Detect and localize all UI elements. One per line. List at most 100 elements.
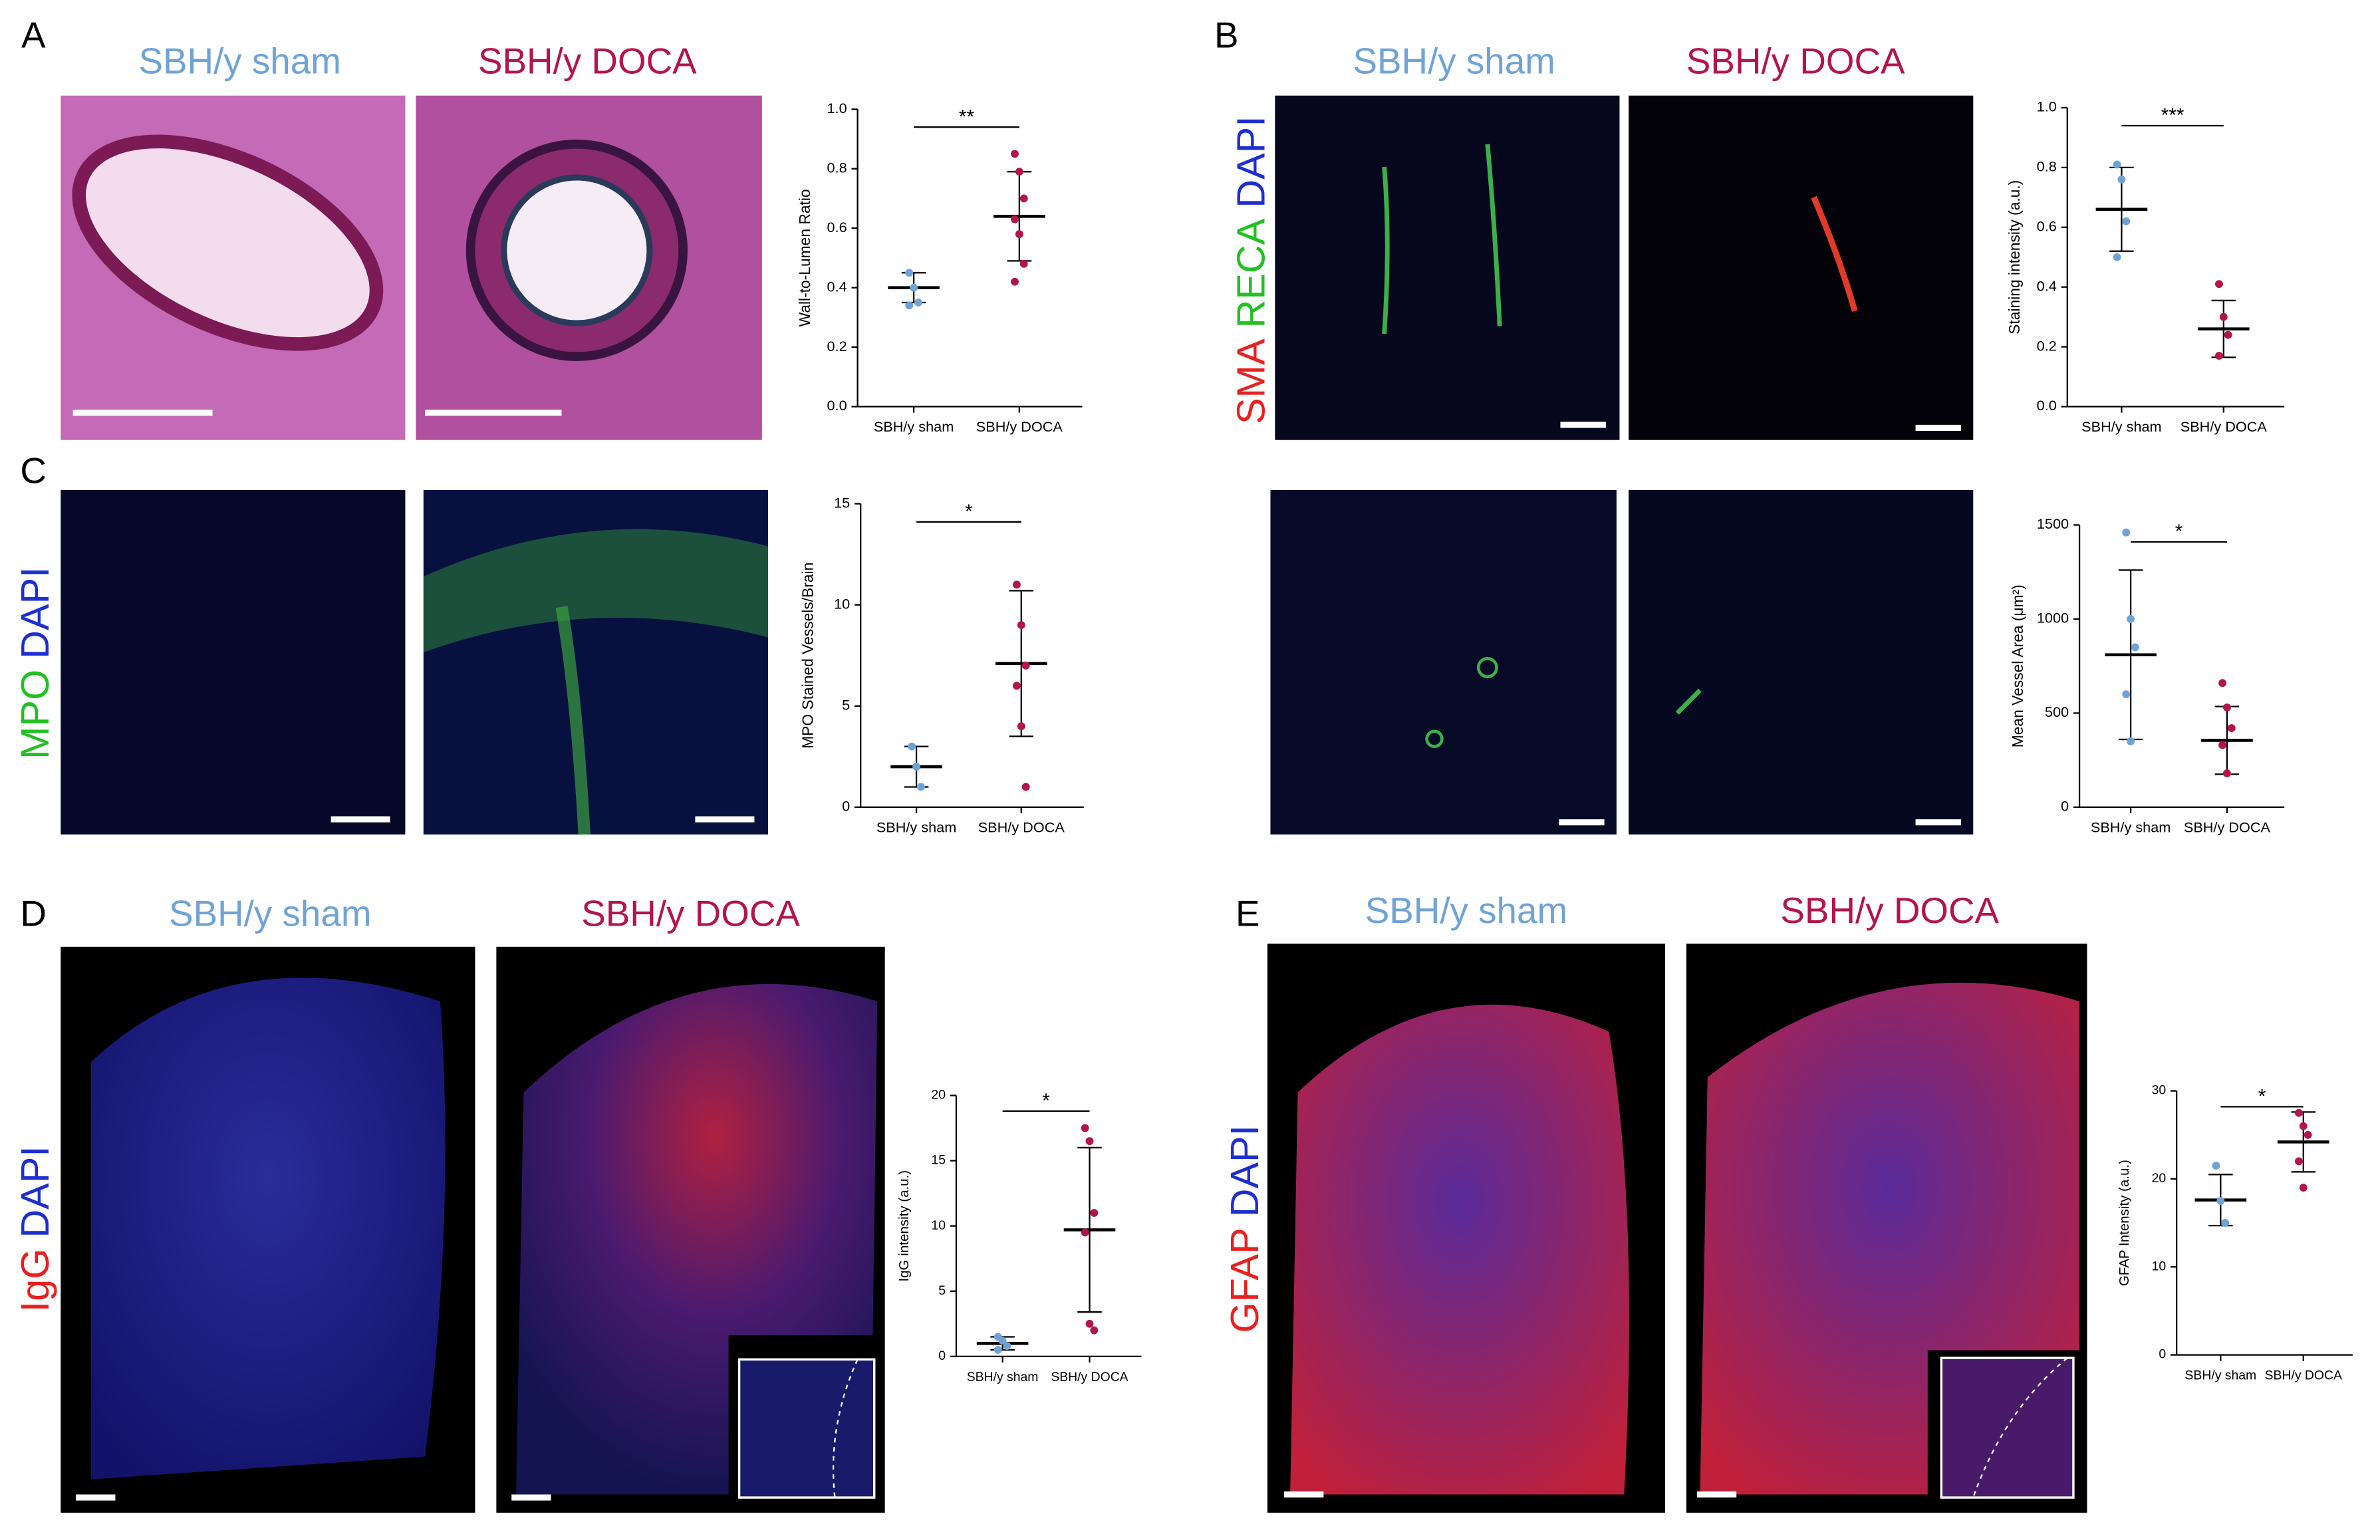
stain-label: IgG DAPI [13, 1146, 57, 1312]
group-title: SBH/y DOCA [1780, 890, 1999, 931]
data-point [2221, 1219, 2230, 1227]
y-tick-label: 1.0 [827, 100, 847, 116]
y-tick-label: 0 [938, 1348, 946, 1363]
y-tick-label: 0.8 [2037, 158, 2057, 175]
data-point [1021, 783, 1030, 791]
panel-label: B [1214, 15, 1239, 56]
data-point [2215, 280, 2223, 289]
data-point [2216, 1197, 2225, 1205]
data-point [905, 301, 914, 310]
x-tick-label: SBH/y sham [2081, 418, 2161, 435]
stain-word: IgG [13, 1249, 57, 1313]
y-axis-label: GFAP Intensity (a.u.) [2117, 1160, 2132, 1286]
data-point [1019, 259, 1028, 268]
data-point [2113, 253, 2121, 261]
group-title: SBH/y DOCA [1686, 40, 1905, 81]
y-axis-label: Mean Vessel Area (μm²) [2009, 584, 2026, 747]
y-tick-label: 0.2 [827, 338, 847, 354]
data-point [2299, 1122, 2308, 1130]
x-tick-label: SBH/y sham [2091, 819, 2171, 836]
x-tick-label: SBH/y sham [874, 418, 954, 435]
data-point [993, 1346, 1002, 1354]
y-tick-label: 1.0 [2037, 98, 2057, 115]
x-tick-label: SBH/y DOCA [2265, 1368, 2342, 1383]
data-point [910, 283, 918, 292]
x-tick-label: SBH/y DOCA [976, 418, 1063, 435]
data-point [2122, 217, 2131, 225]
data-point [2224, 330, 2232, 339]
x-tick-label: SBH/y DOCA [2184, 819, 2271, 836]
data-point [2219, 313, 2228, 321]
y-tick-label: 0.2 [2037, 337, 2057, 354]
group-title: SBH/y sham [1353, 40, 1555, 81]
data-point [1019, 194, 1028, 203]
stain-word: GFAP [1222, 1227, 1267, 1333]
data-point [2294, 1108, 2303, 1117]
data-point [1011, 277, 1019, 286]
stain-label: GFAP DAPI [1222, 1125, 1267, 1333]
stain-word: RECA [1228, 218, 1273, 328]
significance-label: *** [2161, 104, 2184, 126]
data-point [908, 742, 916, 751]
data-point [2127, 615, 2135, 623]
panel-label: D [20, 893, 47, 934]
data-point [1017, 621, 1025, 630]
y-tick-label: 20 [2152, 1171, 2167, 1186]
stain-label: MPO DAPI [13, 567, 57, 759]
y-tick-label: 0 [2061, 798, 2069, 815]
data-point [2218, 741, 2227, 749]
micrograph [1267, 944, 2087, 1513]
data-point [2294, 1157, 2303, 1166]
group-title: SBH/y DOCA [581, 893, 800, 934]
x-tick-label: SBH/y DOCA [978, 819, 1065, 836]
data-point [2122, 690, 2131, 699]
y-tick-label: 0.4 [2037, 277, 2057, 294]
y-tick-label: 15 [931, 1153, 946, 1168]
significance-label: * [965, 501, 973, 523]
y-tick-label: 0.6 [2037, 218, 2057, 235]
data-point [1085, 1319, 1094, 1328]
y-tick-label: 5 [938, 1283, 946, 1298]
y-tick-label: 15 [834, 494, 850, 511]
data-point [2117, 175, 2126, 184]
y-tick-label: 0.6 [827, 219, 847, 235]
data-point [1021, 662, 1030, 670]
data-point [905, 269, 914, 277]
x-tick-label: SBH/y DOCA [1051, 1370, 1128, 1384]
y-tick-label: 500 [2045, 704, 2069, 720]
y-tick-label: 0 [842, 798, 850, 815]
data-point [1015, 168, 1023, 176]
y-axis-label: IgG intensity (a.u.) [896, 1170, 912, 1282]
data-point [2299, 1184, 2308, 1192]
y-tick-label: 20 [931, 1088, 946, 1102]
y-axis-label: Staining intensity (a.u.) [2006, 180, 2023, 334]
significance-label: * [1042, 1090, 1050, 1112]
y-tick-label: 10 [931, 1218, 946, 1233]
stain-word: DAPI [13, 567, 57, 658]
data-point [2218, 679, 2227, 688]
data-point [912, 763, 921, 771]
data-point [2222, 769, 2231, 777]
y-axis-label: MPO Stained Vessels/Brain [799, 563, 817, 749]
y-tick-label: 0.4 [827, 278, 847, 295]
data-point [998, 1337, 1007, 1345]
data-point [1081, 1124, 1089, 1132]
y-tick-label: 1000 [2037, 610, 2069, 626]
y-tick-label: 0.8 [827, 159, 847, 176]
group-title: SBH/y sham [169, 893, 371, 934]
data-point [1085, 1137, 1094, 1146]
data-point [1003, 1342, 1011, 1350]
data-point [2131, 643, 2139, 652]
group-title: SBH/y DOCA [478, 40, 697, 81]
stain-label: SMA RECA DAPI [1228, 116, 1273, 424]
y-axis-label: Wall-to-Lumen Ratio [796, 189, 813, 326]
data-point [2122, 528, 2131, 537]
data-point [2215, 352, 2223, 360]
data-point [2227, 724, 2236, 733]
y-tick-label: 0 [2159, 1347, 2166, 1362]
group-title: SBH/y sham [138, 40, 340, 81]
data-point [1015, 230, 1023, 239]
micrograph [61, 946, 885, 1513]
y-tick-label: 0.0 [827, 397, 847, 414]
